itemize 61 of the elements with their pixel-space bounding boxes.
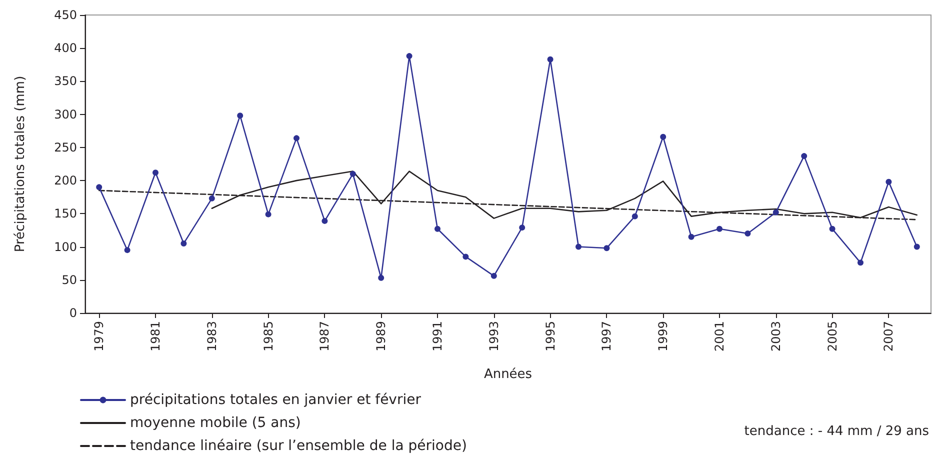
point	[180, 240, 187, 246]
text: tendance : - 44 mm / 29 ans	[744, 424, 930, 439]
x-tick-label: 1999	[656, 321, 670, 352]
point	[124, 247, 130, 254]
point	[406, 53, 412, 60]
x-tick-label: 1993	[486, 321, 501, 352]
point	[350, 170, 356, 177]
x-tick-label: 1981	[148, 321, 162, 352]
point	[547, 56, 554, 62]
x-tick-label: 1991	[430, 321, 444, 352]
legend-label: précipitations totales en janvier et février	[130, 392, 422, 408]
x-tick-label: 1979	[92, 321, 106, 352]
x-axis-title: Années	[484, 367, 532, 382]
x-tick-label: 1997	[600, 321, 614, 352]
point	[829, 226, 836, 232]
y-tick-label: 0	[69, 306, 77, 320]
y-tick-label: 50	[62, 272, 77, 287]
y-axis-title: Précipitations totales (mm)	[13, 76, 28, 252]
point	[434, 226, 440, 232]
point	[96, 184, 102, 190]
point	[632, 213, 638, 220]
y-tick-label: 250	[54, 140, 77, 154]
point	[237, 112, 244, 119]
y-tick-label: 100	[54, 240, 77, 254]
point	[688, 234, 694, 240]
point	[801, 153, 808, 160]
legend-label: moyenne mobile (5 ans)	[130, 415, 301, 431]
x-tick-label: 2003	[768, 321, 783, 352]
legend-label: tendance linéaire (sur l’ensemble de la période)	[130, 438, 467, 454]
point	[265, 211, 272, 218]
point	[490, 272, 497, 279]
point	[208, 195, 215, 202]
point	[660, 134, 666, 140]
point	[378, 274, 384, 281]
point	[576, 244, 582, 250]
point	[772, 209, 779, 216]
y-tick-label: 450	[54, 8, 77, 22]
point	[744, 230, 751, 237]
point	[322, 218, 328, 224]
x-tick-label: 1987	[318, 321, 332, 352]
x-tick-label: 1983	[204, 321, 219, 352]
point	[294, 135, 300, 142]
y-tick-label: 200	[54, 174, 77, 188]
point	[858, 260, 864, 266]
y-tick-label: 150	[54, 206, 77, 221]
x-tick-label: 1995	[543, 321, 558, 352]
x-tick-label: 2007	[882, 321, 896, 352]
y-tick-label: 350	[54, 74, 77, 88]
y-tick-label: 400	[54, 41, 77, 56]
x-tick-label: 2001	[712, 321, 726, 352]
point	[604, 245, 610, 252]
x-tick-label: 2005	[825, 321, 840, 352]
x-tick-label: 1989	[374, 321, 388, 352]
point	[462, 254, 469, 260]
point	[152, 170, 158, 176]
point	[519, 224, 526, 231]
x-tick-label: 1985	[261, 321, 276, 352]
y-tick-label: 300	[54, 107, 77, 122]
point	[716, 226, 722, 232]
point	[886, 178, 892, 185]
point	[914, 244, 920, 250]
